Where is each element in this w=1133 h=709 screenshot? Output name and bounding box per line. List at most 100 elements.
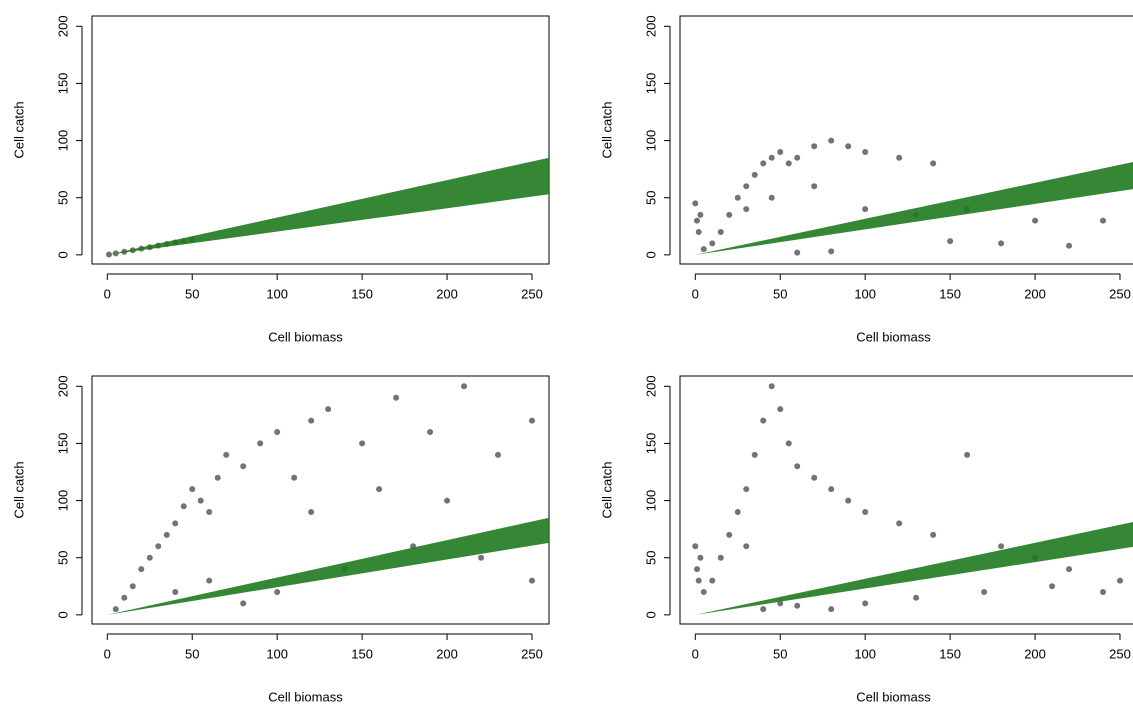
point xyxy=(794,463,801,470)
point xyxy=(777,406,784,413)
point xyxy=(1066,242,1073,249)
fit-band xyxy=(695,161,1133,255)
point xyxy=(308,509,315,515)
point xyxy=(998,240,1005,247)
y-axis-label: Cell catch xyxy=(599,461,614,518)
point xyxy=(693,217,700,224)
x-tick-label: 200 xyxy=(1024,286,1046,301)
x-axis-label: Cell biomass xyxy=(268,689,343,704)
fit-band xyxy=(107,517,549,615)
point xyxy=(146,554,153,561)
point xyxy=(223,451,230,458)
y-tick-label: 50 xyxy=(643,550,658,564)
y-tick-label: 200 xyxy=(643,15,658,37)
point xyxy=(444,497,451,504)
point xyxy=(129,583,136,590)
x-tick-label: 50 xyxy=(773,286,787,301)
x-tick-label: 50 xyxy=(185,286,199,301)
y-axis-label: Cell catch xyxy=(11,101,26,158)
point xyxy=(709,577,716,584)
point xyxy=(138,566,145,573)
point xyxy=(1066,566,1073,573)
x-tick-label: 150 xyxy=(351,286,373,301)
point xyxy=(1100,217,1107,224)
point xyxy=(717,229,724,235)
x-tick-label: 250 xyxy=(521,286,543,301)
y-tick-label: 150 xyxy=(55,433,70,455)
y-tick-label: 100 xyxy=(55,130,70,152)
y-tick-label: 200 xyxy=(55,375,70,397)
point xyxy=(274,429,281,435)
y-tick-label: 100 xyxy=(643,130,658,152)
point xyxy=(172,589,179,595)
point xyxy=(862,509,869,515)
y-tick-label: 150 xyxy=(643,73,658,95)
y-tick-label: 150 xyxy=(55,73,70,95)
point xyxy=(529,577,536,584)
point xyxy=(214,474,221,481)
point xyxy=(206,509,213,515)
point xyxy=(163,531,170,538)
x-tick-label: 250 xyxy=(521,646,543,661)
x-tick-label: 100 xyxy=(854,646,876,661)
y-tick-label: 100 xyxy=(55,490,70,512)
point xyxy=(777,600,784,607)
point xyxy=(845,143,852,150)
point xyxy=(751,451,758,458)
y-tick-label: 0 xyxy=(643,251,658,258)
plot-box xyxy=(679,15,1133,265)
x-tick-label: 100 xyxy=(854,286,876,301)
point xyxy=(743,183,750,190)
y-axis-label: Cell catch xyxy=(599,101,614,158)
point xyxy=(1100,589,1107,595)
x-tick-label: 150 xyxy=(351,646,373,661)
point xyxy=(760,606,767,613)
point xyxy=(121,594,128,601)
point xyxy=(376,486,383,493)
point xyxy=(785,160,792,167)
point xyxy=(393,394,400,401)
point xyxy=(112,606,119,613)
y-tick-label: 50 xyxy=(55,550,70,564)
point xyxy=(947,238,954,245)
x-tick-label: 200 xyxy=(436,286,458,301)
x-tick-label: 50 xyxy=(185,646,199,661)
point xyxy=(717,554,724,561)
point xyxy=(768,194,775,201)
point xyxy=(325,406,332,413)
y-tick-label: 50 xyxy=(55,190,70,204)
point xyxy=(291,474,298,481)
point xyxy=(743,543,750,550)
point xyxy=(768,383,775,390)
point xyxy=(240,600,247,607)
point xyxy=(930,531,937,538)
x-tick-label: 250 xyxy=(1109,286,1131,301)
x-tick-label: 0 xyxy=(692,286,699,301)
point xyxy=(828,248,835,255)
x-tick-label: 0 xyxy=(692,646,699,661)
point xyxy=(359,440,366,447)
point xyxy=(828,606,835,613)
y-tick-label: 0 xyxy=(55,611,70,618)
point xyxy=(692,543,699,550)
point xyxy=(308,417,315,424)
point xyxy=(692,200,699,207)
point xyxy=(1049,583,1056,590)
x-axis-label: Cell biomass xyxy=(268,329,343,344)
point xyxy=(700,246,707,253)
point xyxy=(240,463,247,470)
point xyxy=(206,577,213,584)
point xyxy=(811,183,818,190)
point xyxy=(768,154,775,161)
point xyxy=(981,589,988,595)
point xyxy=(760,160,767,167)
y-tick-label: 0 xyxy=(55,251,70,258)
y-tick-label: 200 xyxy=(643,375,658,397)
point xyxy=(461,383,468,390)
x-tick-label: 0 xyxy=(104,646,111,661)
fit-band xyxy=(107,157,549,255)
y-tick-label: 50 xyxy=(643,190,658,204)
point xyxy=(896,154,903,161)
point xyxy=(189,486,196,493)
point xyxy=(726,531,733,538)
